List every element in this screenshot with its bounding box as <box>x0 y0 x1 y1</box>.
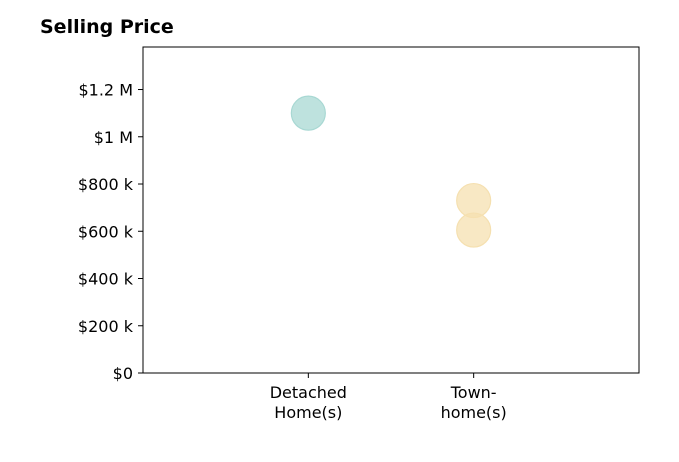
scatter-point <box>290 95 326 131</box>
y-tick-label: $600 k <box>78 222 134 241</box>
y-tick-label: $1.2 M <box>78 81 133 100</box>
chart-title: Selling Price <box>40 16 174 38</box>
y-tick-label: $800 k <box>78 175 134 194</box>
x-tick-label: Town- <box>450 383 497 402</box>
scatter-point <box>456 182 492 219</box>
plot-frame <box>142 46 640 374</box>
y-tick-label: $200 k <box>78 317 134 336</box>
x-tick-label: home(s) <box>441 403 507 422</box>
y-tick-label: $400 k <box>78 270 134 289</box>
scatter-point <box>456 212 492 248</box>
y-axis: $0 $200 k $400 k $600 k $800 k $1 M $1.2 M <box>78 81 143 383</box>
data-points <box>290 95 492 248</box>
x-tick-label: Detached <box>270 383 347 402</box>
y-tick-label: $1 M <box>94 128 133 147</box>
x-tick-label: Home(s) <box>274 403 342 422</box>
y-tick-label: $0 <box>113 364 133 383</box>
